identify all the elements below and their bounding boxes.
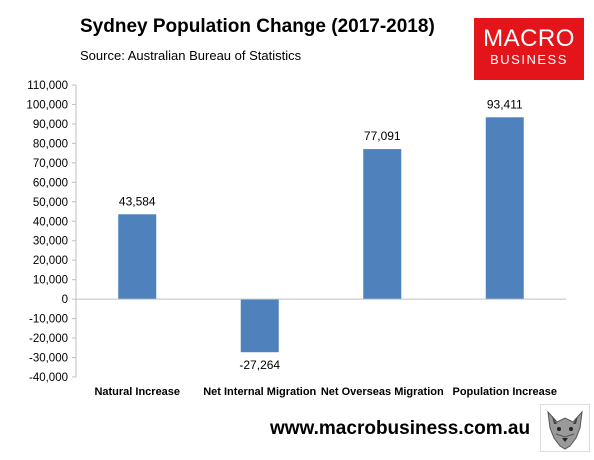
y-tick-label: 30,000 <box>33 236 68 248</box>
x-category-label: Natural Increase <box>94 386 180 398</box>
logo-line-1: MACRO <box>483 25 575 52</box>
y-tick-label: 80,000 <box>33 138 68 150</box>
y-tick-label: 60,000 <box>33 177 68 189</box>
wolf-icon <box>540 404 590 452</box>
y-tick-label: 100,000 <box>26 99 68 111</box>
y-tick-label: 40,000 <box>33 216 68 228</box>
bar <box>363 149 402 300</box>
y-tick-label: -30,000 <box>29 353 68 365</box>
x-category-label: Net Internal Migration <box>203 386 316 398</box>
data-label: -27,264 <box>239 358 280 372</box>
x-category-label: Population Increase <box>452 386 557 398</box>
y-tick-label: 110,000 <box>27 80 68 92</box>
y-tick-label: 10,000 <box>33 275 68 287</box>
y-tick-label: 90,000 <box>33 119 68 131</box>
data-label: 77,091 <box>364 129 401 143</box>
chart-subtitle: Source: Australian Bureau of Statistics <box>80 48 302 63</box>
x-category-label: Net Overseas Migration <box>321 386 444 398</box>
bar-chart: -40,000 -30,000 -20,000 -10,000 0 10,000 20,00… <box>26 80 566 398</box>
bar <box>118 214 157 300</box>
macrobusiness-logo: MACRO BUSINESS <box>474 18 584 80</box>
chart-title: Sydney Population Change (2017-2018) <box>80 16 435 37</box>
data-label: 93,411 <box>487 97 523 111</box>
bar <box>485 117 524 300</box>
bar <box>240 299 279 353</box>
bars <box>118 117 524 353</box>
y-tick-label: -40,000 <box>29 372 68 384</box>
y-tick-label: -10,000 <box>29 314 68 326</box>
y-tick-label: 50,000 <box>33 197 68 209</box>
y-tick-label: 20,000 <box>33 255 68 267</box>
y-tick-label: 0 <box>62 294 68 306</box>
y-axis-tick-labels: -40,000 -30,000 -20,000 -10,000 0 10,000 20,00… <box>26 80 76 384</box>
data-label: 43,584 <box>119 194 156 208</box>
x-axis-category-labels: Natural Increase Net Internal Migration Ne… <box>94 386 557 398</box>
y-tick-label: 70,000 <box>33 158 68 170</box>
logo-line-2: BUSINESS <box>490 52 568 67</box>
data-labels: 43,584 -27,264 77,091 93,411 <box>119 97 523 372</box>
y-tick-label: -20,000 <box>29 333 68 345</box>
website-url: www.macrobusiness.com.au <box>270 418 531 439</box>
